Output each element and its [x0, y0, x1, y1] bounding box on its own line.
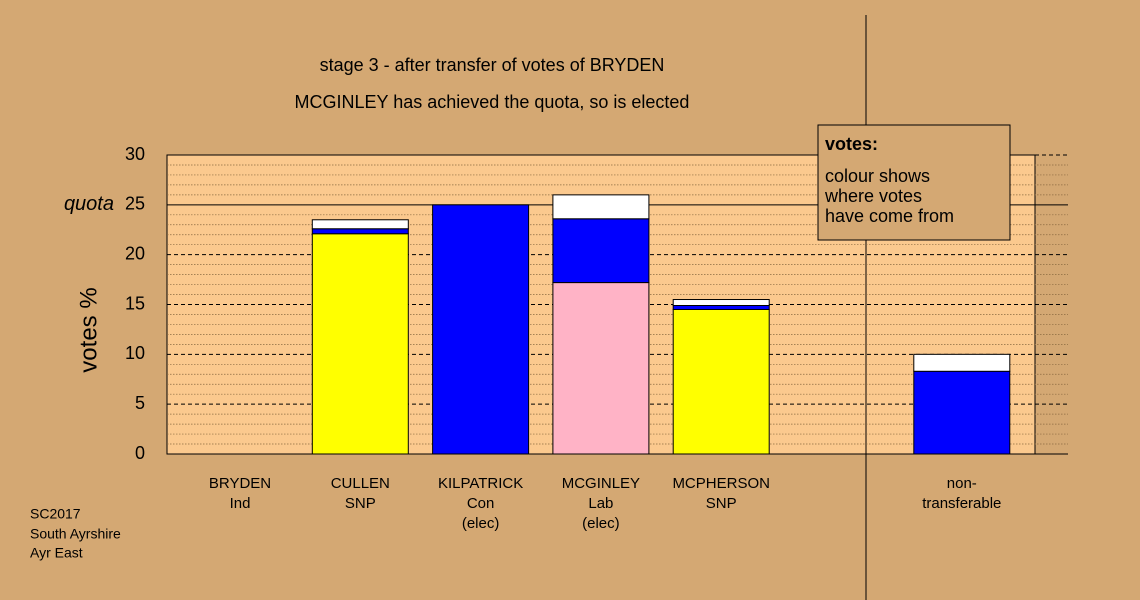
x-tick-label: SNP [345, 495, 376, 512]
bar-segment [552, 194, 650, 220]
x-tick-label: SNP [706, 495, 737, 512]
x-tick-label: Lab [588, 495, 613, 512]
legend-box [817, 124, 1011, 241]
x-tick-label: transferable [922, 495, 1001, 512]
bar-segment [311, 233, 409, 455]
quota-label: quota [64, 193, 114, 215]
x-tick-label: Con [467, 495, 495, 512]
legend-text: have come from [825, 206, 954, 226]
footnote: SC2017 [30, 506, 81, 522]
x-tick-label: (elec) [462, 515, 500, 532]
bar-segment [432, 204, 530, 455]
bar-segment [311, 228, 409, 235]
footnote: South Ayrshire [30, 526, 121, 542]
bar-segment [913, 353, 1011, 372]
y-axis-label: votes % [75, 287, 102, 372]
y-tick-label: 20 [125, 243, 145, 263]
bars [311, 194, 1011, 455]
y-tick-label: 30 [125, 144, 145, 164]
chart-title: stage 3 - after transfer of votes of BRY… [320, 55, 665, 75]
legend-title: votes: [825, 134, 878, 154]
x-tick-label: Ind [230, 495, 251, 512]
y-tick-label: 25 [125, 194, 145, 214]
bar-segment [552, 282, 650, 455]
footnote: Ayr East [30, 545, 83, 561]
x-tick-label: MCPHERSON [672, 475, 770, 492]
x-tick-label: non- [947, 475, 977, 492]
x-tick-label: CULLEN [331, 475, 390, 492]
bar-segment [913, 370, 1011, 455]
bar-segment [311, 219, 409, 230]
y-tick-label: 0 [135, 443, 145, 463]
bar-segment [672, 304, 770, 310]
bar-segment [552, 218, 650, 284]
y-tick-label: 5 [135, 393, 145, 413]
y-tick-label: 15 [125, 293, 145, 313]
x-tick-label: MCGINLEY [562, 475, 640, 492]
legend-text: colour shows [825, 166, 930, 186]
x-tick-label: (elec) [582, 515, 620, 532]
legend-text: where votes [824, 186, 922, 206]
chart-subtitle: MCGINLEY has achieved the quota, so is e… [295, 92, 690, 112]
labels: 0 5 10 15 20 25 30 quota BRYDEN Ind CULLEN SNP KILPA… [64, 144, 1001, 532]
x-tick-label: BRYDEN [209, 475, 271, 492]
y-tick-label: 10 [125, 343, 145, 363]
x-tick-label: KILPATRICK [438, 475, 523, 492]
bar-segment [672, 308, 770, 455]
bar-segment [672, 299, 770, 306]
